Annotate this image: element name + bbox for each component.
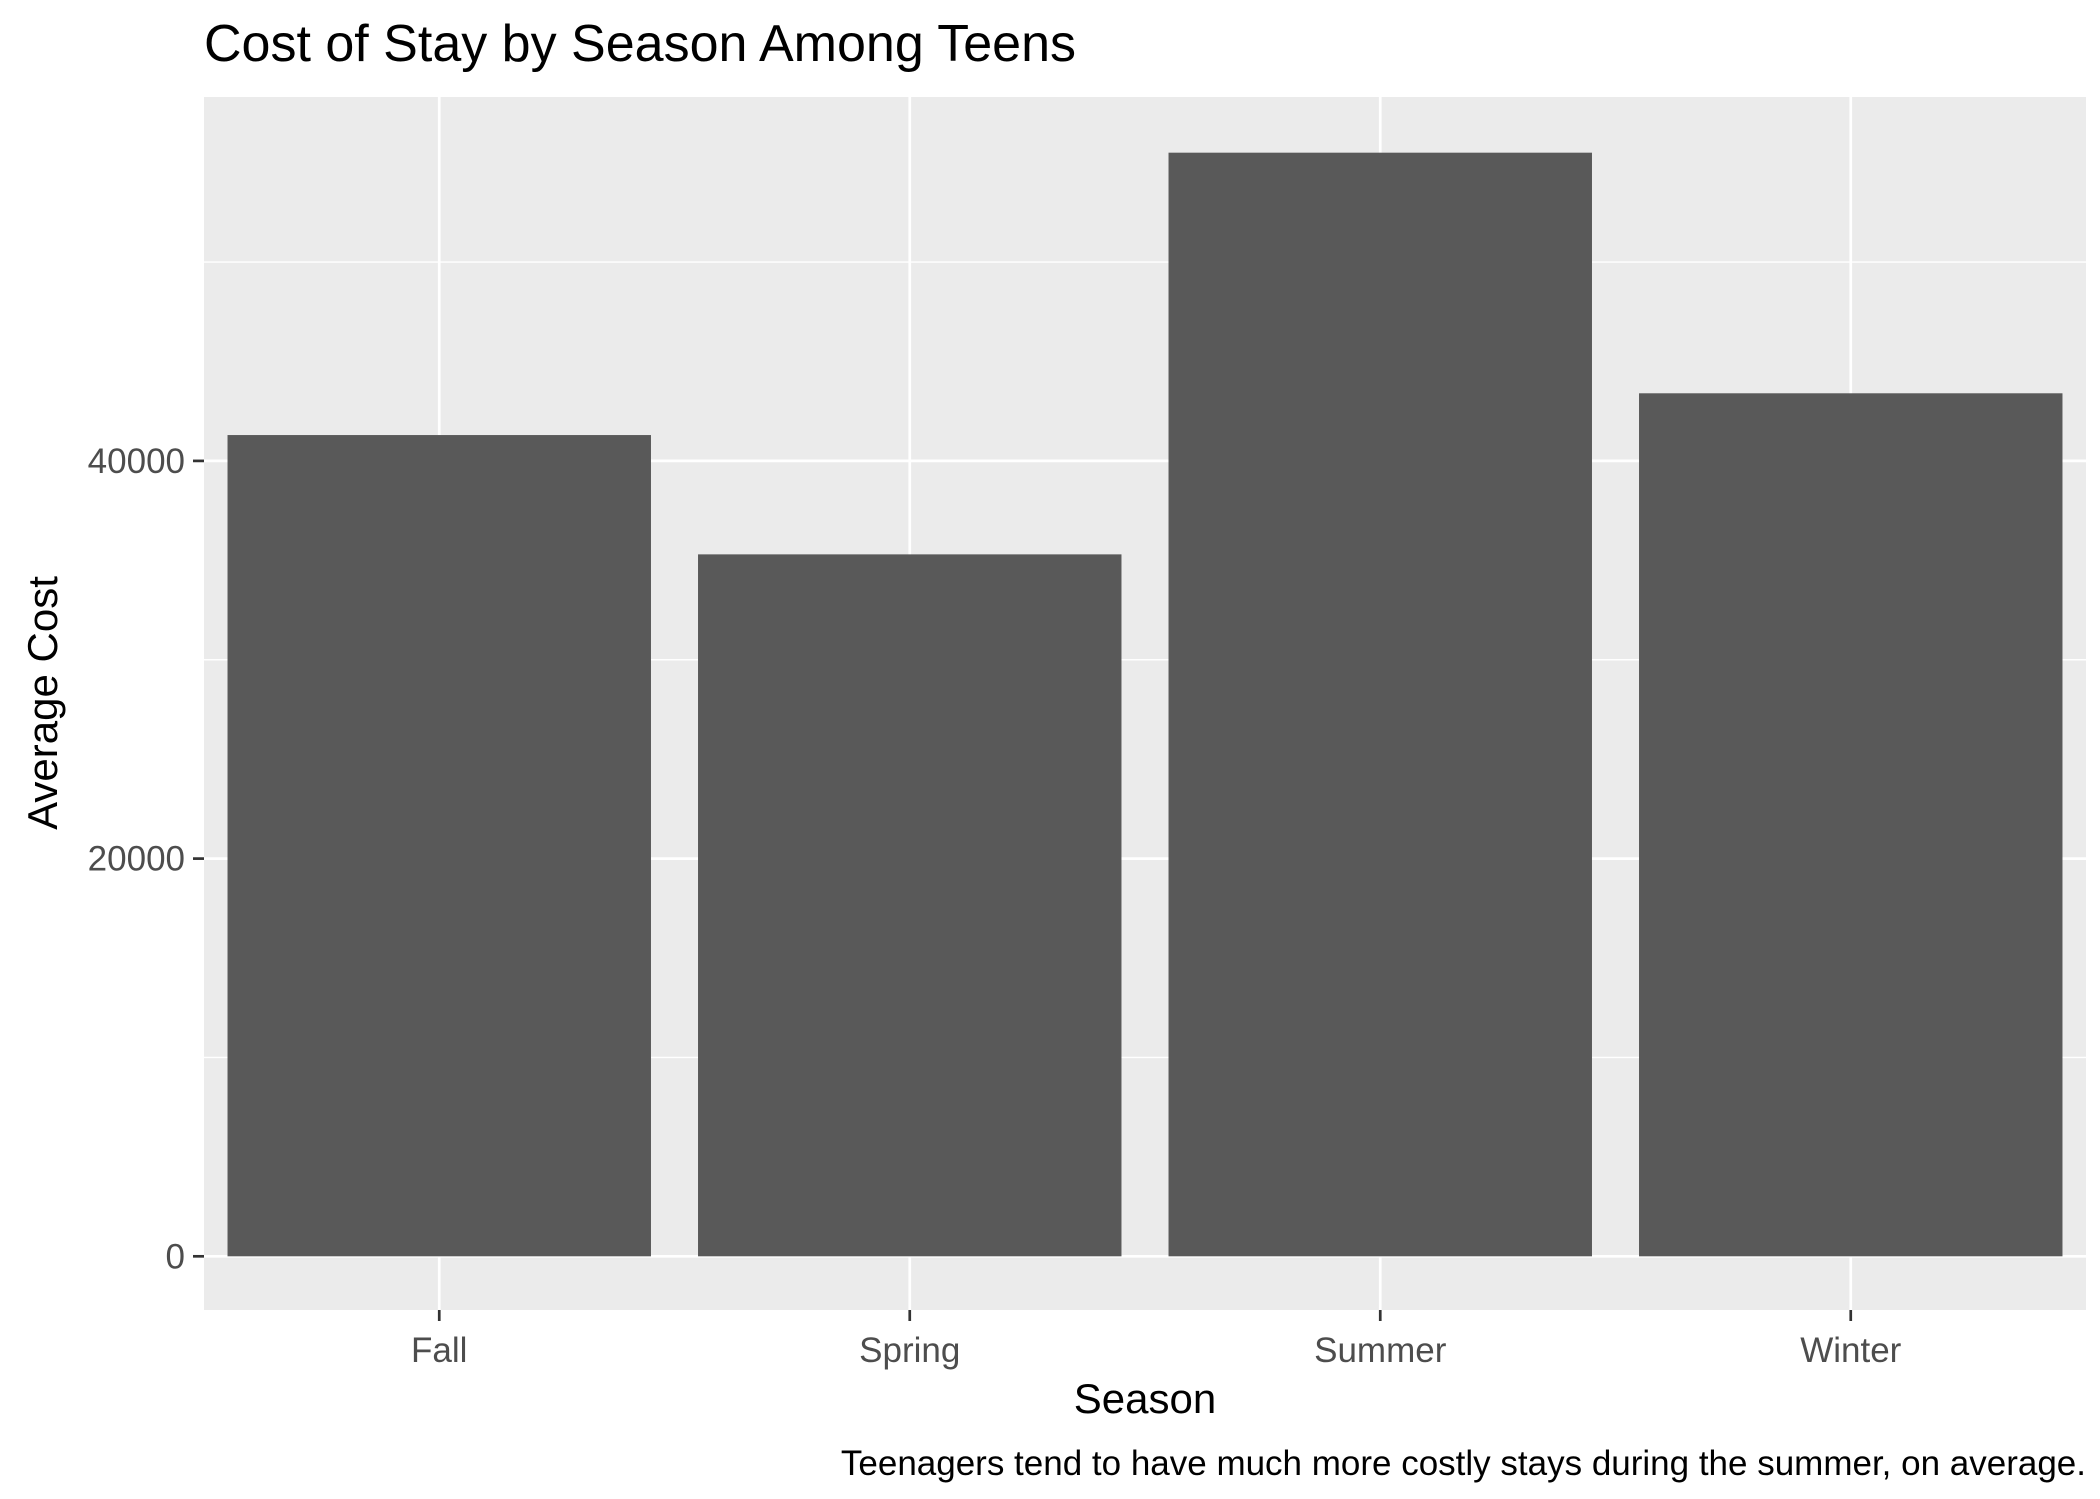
x-axis: Fall Spring Summer Winter: [411, 1310, 1902, 1370]
y-tick-label: 0: [166, 1237, 185, 1276]
y-axis-title: Average Cost: [19, 576, 66, 830]
bar-summer: [1168, 152, 1592, 1257]
bar-fall: [227, 435, 651, 1257]
plot-panel: [204, 97, 2086, 1310]
y-axis: 0 20000 40000: [88, 442, 204, 1276]
chart-title: Cost of Stay by Season Among Teens: [204, 15, 1076, 73]
bar-spring: [698, 554, 1122, 1257]
x-tick-label: Winter: [1800, 1331, 1901, 1370]
y-tick-label: 20000: [88, 840, 185, 879]
bars: [227, 152, 2063, 1257]
x-axis-title: Season: [1074, 1375, 1216, 1422]
x-tick-label: Fall: [411, 1331, 467, 1370]
x-tick-label: Summer: [1314, 1331, 1447, 1370]
chart-caption: Teenagers tend to have much more costly …: [841, 1444, 2086, 1483]
bar-winter: [1639, 393, 2063, 1257]
x-tick-label: Spring: [859, 1331, 960, 1370]
y-tick-label: 40000: [88, 442, 185, 481]
